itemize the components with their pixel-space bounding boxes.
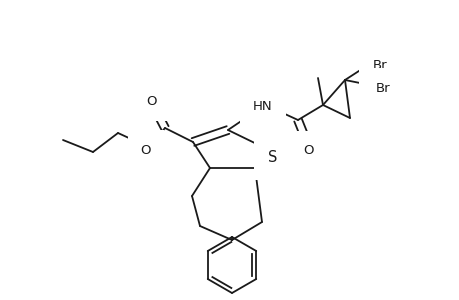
Text: O: O bbox=[303, 145, 313, 158]
Text: Br: Br bbox=[372, 58, 386, 71]
Text: Br: Br bbox=[375, 82, 390, 94]
Text: HN: HN bbox=[252, 100, 272, 112]
Text: O: O bbox=[140, 143, 151, 157]
Text: O: O bbox=[146, 94, 157, 107]
Text: S: S bbox=[268, 151, 277, 166]
